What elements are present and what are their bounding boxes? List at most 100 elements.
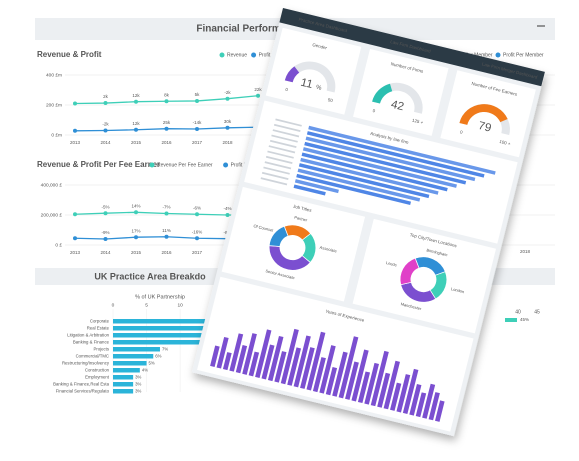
legend-label: Per Member	[465, 52, 493, 58]
data-point	[195, 127, 199, 131]
data-point	[225, 213, 230, 217]
column	[210, 345, 220, 367]
column	[415, 392, 427, 418]
card	[353, 48, 449, 136]
label-stub	[268, 145, 296, 154]
column	[422, 383, 436, 419]
chart-title: Revenue & Profit	[37, 50, 102, 59]
category-label: Corporate	[90, 318, 110, 323]
legend-dot	[251, 52, 257, 58]
x-tick-label: 45	[534, 309, 540, 315]
data-point	[164, 211, 169, 216]
value-label: -9%	[101, 230, 109, 235]
bar	[304, 141, 467, 185]
column	[345, 361, 359, 400]
column	[351, 349, 369, 402]
column	[306, 331, 326, 391]
x-tick-label: 2018	[520, 249, 531, 254]
label-stub	[267, 150, 294, 159]
label-stub	[260, 177, 288, 186]
value-label: 25k	[163, 120, 171, 125]
value-label: -2k	[224, 90, 231, 95]
data-point	[225, 96, 230, 101]
legend-label: Profit Per Member	[503, 52, 544, 58]
label-stub	[272, 129, 300, 138]
bar	[113, 375, 134, 380]
value-label: 45%	[520, 317, 529, 322]
bar-fragment	[505, 318, 517, 322]
data-point	[164, 234, 169, 239]
x-tick-label: 2015	[131, 250, 142, 255]
value-label: -5%	[101, 204, 109, 209]
column	[325, 366, 338, 396]
value-label: 12k	[132, 121, 140, 126]
bar	[294, 179, 339, 194]
gauge-title: Gender	[312, 42, 328, 50]
label-stub	[269, 139, 297, 148]
value-label: -7%	[162, 205, 170, 210]
column	[229, 333, 244, 372]
data-point	[103, 101, 108, 106]
column	[390, 382, 402, 411]
y-tick-label: 0 £	[55, 242, 62, 248]
legend-dot	[495, 52, 501, 58]
data-point	[195, 98, 199, 103]
column	[274, 351, 287, 383]
column	[261, 344, 275, 380]
column	[338, 336, 359, 399]
x-tick-label: 2017	[192, 250, 203, 255]
data-point	[134, 99, 138, 104]
chart-title: Job Titles	[293, 204, 313, 213]
column	[319, 345, 336, 394]
column	[300, 347, 315, 389]
bar	[113, 382, 134, 387]
value-label: 5%	[149, 360, 155, 365]
column	[409, 383, 422, 416]
category-label: Banking & Finance,Real Esta	[53, 381, 110, 386]
bar	[113, 347, 160, 352]
label-stub	[265, 155, 293, 164]
data-point	[256, 93, 260, 98]
column	[402, 368, 419, 415]
x-tick-label: 2016	[161, 250, 172, 255]
section-title: UK Practice Area Breakdo	[94, 271, 206, 281]
data-point	[73, 101, 77, 106]
bar	[113, 354, 154, 359]
slice-label: Partner	[294, 215, 309, 223]
bar	[306, 131, 485, 178]
x-tick-label: 5	[145, 302, 148, 308]
y-tick-label: 400 £m	[46, 72, 62, 78]
column	[287, 347, 302, 386]
column	[242, 333, 257, 375]
donut-slice	[268, 225, 289, 247]
x-tick-label: 0	[112, 302, 115, 308]
x-tick-label: 2014	[100, 140, 111, 145]
x-tick-label: 2013	[70, 250, 81, 255]
data-point	[164, 126, 169, 131]
value-label: -14k	[193, 120, 203, 125]
value-label: 5k	[195, 92, 201, 97]
value-label: 7%	[162, 346, 168, 351]
value-label: 4%	[142, 367, 148, 372]
column	[383, 360, 400, 410]
value-label: 3%	[135, 374, 141, 379]
data-point	[73, 212, 77, 217]
value-label: 30k	[224, 119, 232, 124]
label-stub	[275, 118, 302, 127]
data-point	[103, 211, 108, 216]
column	[235, 345, 248, 374]
data-point	[103, 237, 108, 241]
data-point	[195, 212, 199, 217]
legend-label: Revenue Per Fee Earner	[157, 162, 213, 168]
column	[293, 335, 311, 388]
y-tick-label: 200 £m	[46, 102, 62, 108]
gauge-unit: %	[315, 84, 323, 92]
value-label: -2k	[102, 122, 109, 127]
label-stub	[273, 123, 301, 132]
slice-label: Of Counsel	[253, 223, 274, 233]
legend-label: Revenue	[227, 52, 247, 58]
value-label: -4%	[223, 206, 231, 211]
y-tick-label: 400,000 £	[41, 182, 63, 188]
category-label: Restructuring/Insolvency	[62, 360, 110, 365]
